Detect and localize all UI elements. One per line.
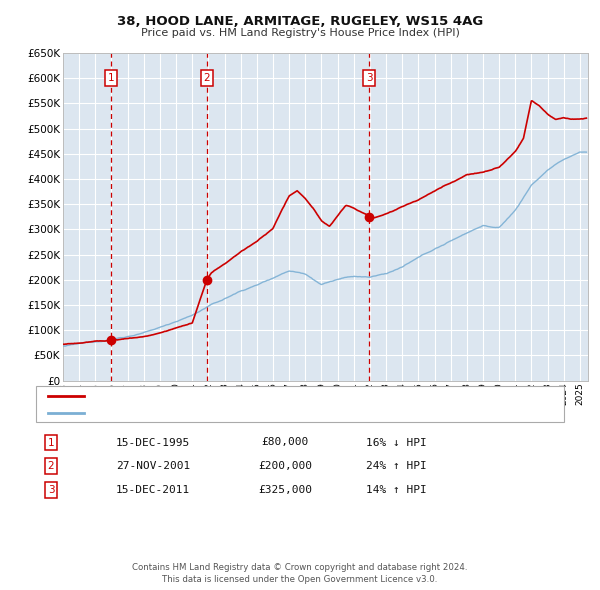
Text: 3: 3 — [47, 485, 55, 494]
Text: This data is licensed under the Open Government Licence v3.0.: This data is licensed under the Open Gov… — [163, 575, 437, 584]
Text: 15-DEC-1995: 15-DEC-1995 — [116, 438, 190, 447]
Text: HPI: Average price, detached house, Lichfield: HPI: Average price, detached house, Lich… — [93, 408, 330, 418]
Text: Price paid vs. HM Land Registry's House Price Index (HPI): Price paid vs. HM Land Registry's House … — [140, 28, 460, 38]
Text: 3: 3 — [366, 73, 373, 83]
Text: 27-NOV-2001: 27-NOV-2001 — [116, 461, 190, 471]
Text: £325,000: £325,000 — [258, 485, 312, 494]
Text: 2: 2 — [47, 461, 55, 471]
Text: 16% ↓ HPI: 16% ↓ HPI — [366, 438, 427, 447]
Text: 1: 1 — [107, 73, 114, 83]
Text: 38, HOOD LANE, ARMITAGE, RUGELEY, WS15 4AG: 38, HOOD LANE, ARMITAGE, RUGELEY, WS15 4… — [117, 15, 483, 28]
Text: £80,000: £80,000 — [262, 438, 308, 447]
Text: 2: 2 — [203, 73, 210, 83]
Text: £200,000: £200,000 — [258, 461, 312, 471]
Text: 24% ↑ HPI: 24% ↑ HPI — [366, 461, 427, 471]
Text: 15-DEC-2011: 15-DEC-2011 — [116, 485, 190, 494]
Text: 38, HOOD LANE, ARMITAGE, RUGELEY, WS15 4AG (detached house): 38, HOOD LANE, ARMITAGE, RUGELEY, WS15 4… — [93, 391, 446, 401]
Text: 14% ↑ HPI: 14% ↑ HPI — [366, 485, 427, 494]
Text: Contains HM Land Registry data © Crown copyright and database right 2024.: Contains HM Land Registry data © Crown c… — [132, 563, 468, 572]
Text: 1: 1 — [47, 438, 55, 447]
